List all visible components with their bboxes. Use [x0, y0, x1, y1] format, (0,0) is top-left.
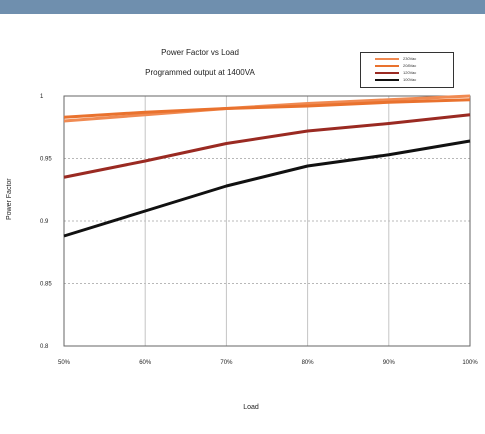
window-top-bar	[0, 0, 485, 14]
chart-legend: 230Vac 208Vac 120Vac 100Vac	[360, 52, 454, 88]
y-tick-label: 0.85	[40, 282, 52, 288]
series-line	[63, 113, 471, 179]
legend-swatch	[375, 79, 399, 81]
chart-title: Power Factor vs Load	[161, 48, 239, 57]
x-tick-label: 100%	[462, 360, 478, 366]
x-tick-label: 50%	[58, 360, 71, 366]
legend-item: 100Vac	[375, 76, 445, 83]
legend-swatch	[375, 72, 399, 74]
x-axis-label: Load	[243, 404, 259, 411]
x-tick-label: 90%	[383, 360, 396, 366]
chart-subtitle: Programmed output at 1400VA	[145, 68, 255, 77]
legend-item: 208Vac	[375, 62, 445, 69]
x-tick-label: 80%	[302, 360, 315, 366]
legend-label: 120Vac	[403, 70, 417, 75]
y-tick-label: 1	[40, 94, 44, 100]
legend-item: 230Vac	[375, 55, 445, 62]
plot-border	[63, 95, 471, 347]
y-tick-label: 0.95	[40, 157, 52, 163]
x-tick-label: 70%	[220, 360, 233, 366]
legend-swatch	[375, 65, 399, 67]
x-tick-label: 60%	[139, 360, 152, 366]
legend-swatch	[375, 58, 399, 60]
legend-label: 230Vac	[403, 56, 417, 61]
y-tick-label: 0.8	[40, 344, 49, 350]
y-tick-label: 0.9	[40, 219, 49, 225]
legend-item: 120Vac	[375, 69, 445, 76]
legend-label: 100Vac	[403, 77, 417, 82]
series-line	[63, 98, 471, 119]
series-line	[63, 139, 471, 238]
legend-label: 208Vac	[403, 63, 417, 68]
